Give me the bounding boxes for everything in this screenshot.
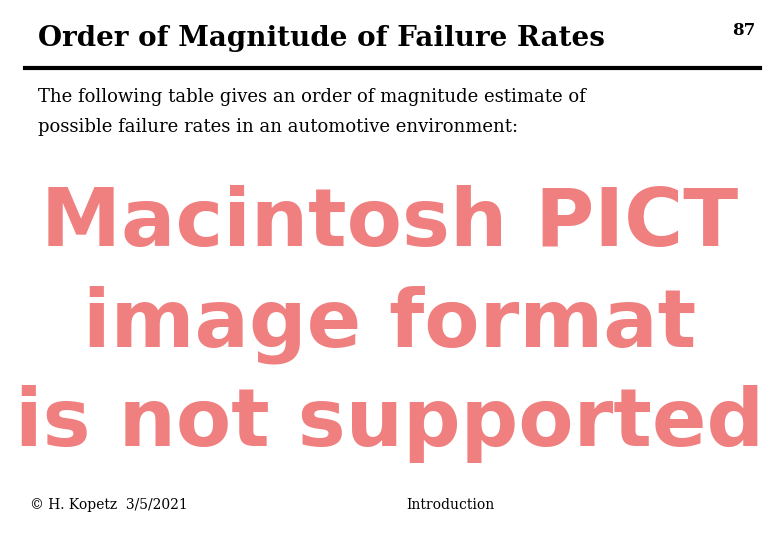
Text: © H. Kopetz  3/5/2021: © H. Kopetz 3/5/2021 (30, 498, 188, 512)
Text: The following table gives an order of magnitude estimate of: The following table gives an order of ma… (38, 88, 586, 106)
Text: is not supported: is not supported (16, 385, 764, 463)
Text: possible failure rates in an automotive environment:: possible failure rates in an automotive … (38, 118, 518, 136)
Text: Macintosh PICT: Macintosh PICT (41, 185, 739, 263)
Text: Introduction: Introduction (406, 498, 494, 512)
Text: 87: 87 (732, 22, 755, 39)
Text: image format: image format (83, 285, 697, 363)
Text: Order of Magnitude of Failure Rates: Order of Magnitude of Failure Rates (38, 25, 604, 52)
